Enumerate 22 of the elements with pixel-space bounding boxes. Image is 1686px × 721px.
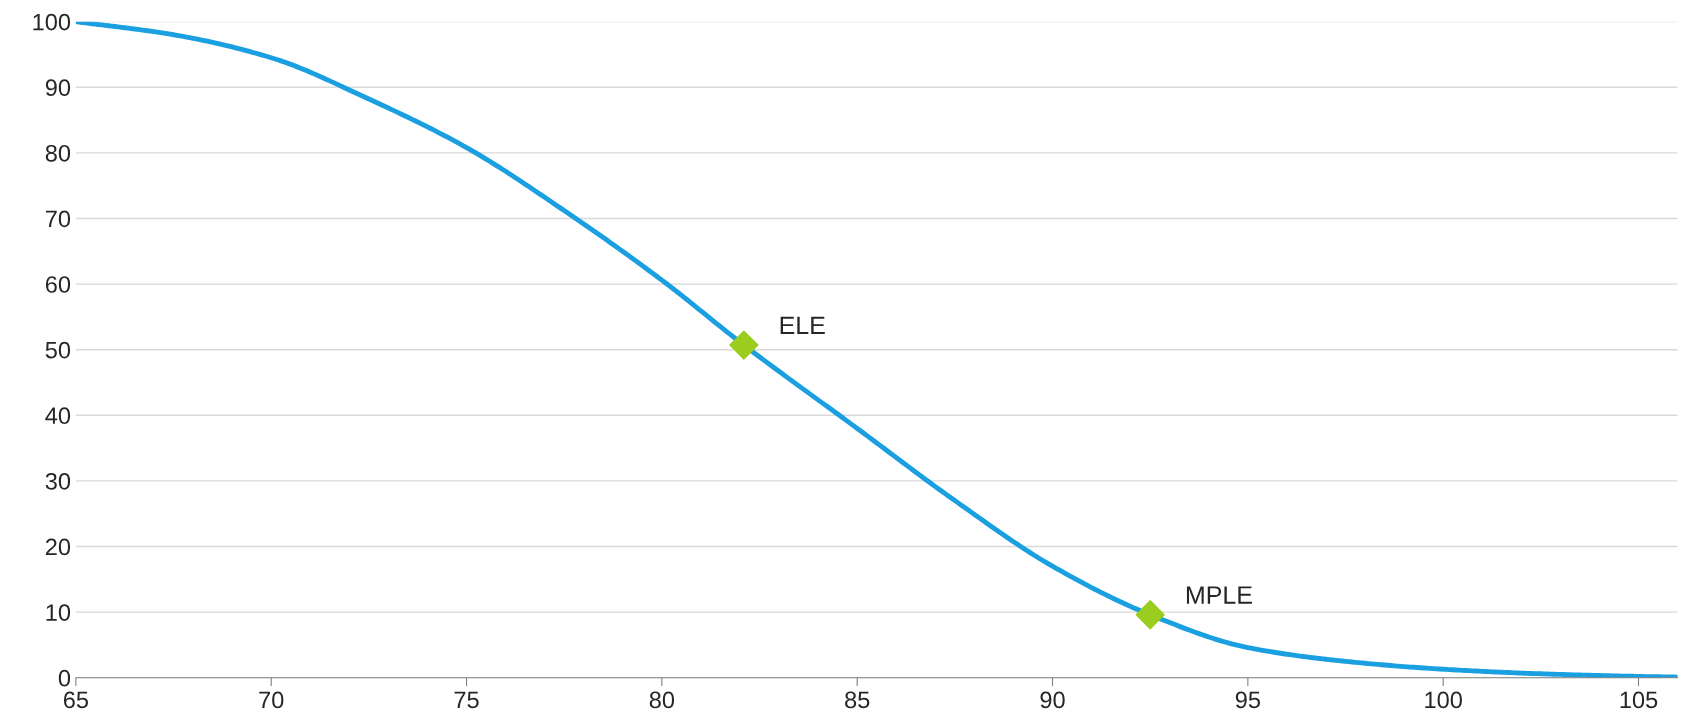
x-tick-label: 90 [1040, 691, 1065, 709]
y-tick-label: 30 [45, 472, 71, 490]
y-tick-label: 40 [45, 407, 71, 425]
x-tick-label: 75 [454, 691, 479, 709]
x-tick-label: 70 [259, 691, 284, 709]
y-tick-label: 60 [45, 276, 71, 293]
annotation: MPLE [1186, 586, 1252, 604]
y-tick-label: 50 [45, 341, 71, 359]
y-tick-label: 80 [45, 144, 71, 162]
x-tick-label: 105 [1620, 691, 1658, 709]
y-tick-label: 90 [45, 79, 71, 97]
x-tick-label: 100 [1425, 691, 1462, 709]
annotation: ELE [780, 316, 825, 334]
y-tick-label: 10 [46, 604, 71, 621]
y-tick-label: 20 [45, 538, 71, 556]
x-tick-label: 65 [63, 691, 89, 709]
y-tick-label: 70 [45, 210, 71, 228]
x-tick-label: 95 [1235, 691, 1260, 709]
y-tick-label: 100 [33, 13, 71, 31]
y-tick-label: 0 [58, 669, 71, 687]
x-tick-label: 85 [845, 691, 870, 709]
x-tick-label: 80 [649, 691, 675, 709]
